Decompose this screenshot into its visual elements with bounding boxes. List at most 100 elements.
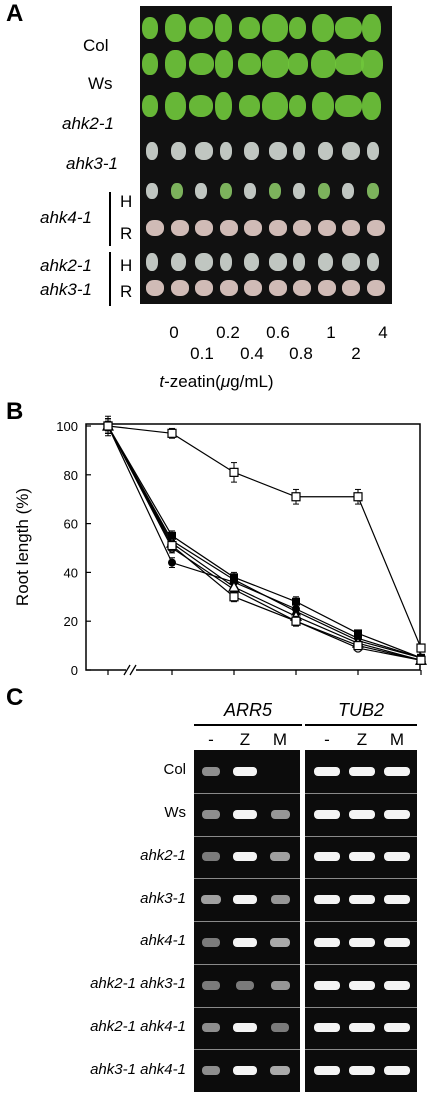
arr5-band — [270, 937, 290, 947]
lane-label: M — [389, 730, 405, 749]
arr5-band — [233, 1066, 257, 1076]
tub2-underline — [305, 724, 417, 726]
seedling — [293, 220, 311, 236]
gel-row-separator — [305, 835, 417, 837]
seedling — [142, 95, 158, 117]
row-label: ahk2-1 — [40, 256, 92, 275]
seedling — [219, 183, 232, 199]
data-point — [168, 558, 176, 567]
row-label: Ws — [88, 74, 113, 93]
concentration-label: 2 — [351, 344, 361, 363]
genotype-bracket — [109, 252, 111, 306]
y-tick-label: 60 — [64, 517, 78, 532]
arr5-band — [233, 937, 257, 947]
seedling — [238, 53, 261, 75]
y-axis-label: Root length (%) — [13, 488, 32, 606]
seedling — [268, 280, 287, 296]
seedling — [195, 220, 213, 236]
concentration-label: 1 — [326, 323, 336, 342]
seedling — [317, 280, 336, 296]
seedling — [317, 253, 333, 271]
seedling — [293, 253, 305, 271]
tub2-band — [349, 895, 375, 905]
seedling — [142, 17, 158, 39]
seedling — [215, 92, 233, 120]
row-label: ahk3-1 — [40, 280, 92, 299]
y-tick-label: 0 — [71, 663, 78, 678]
seedling — [311, 50, 336, 78]
data-point — [354, 629, 362, 638]
gel-row-separator — [305, 792, 417, 794]
tub2-band — [384, 895, 410, 905]
seedling — [195, 253, 213, 271]
tub2-band — [384, 852, 410, 862]
series-line — [107, 425, 422, 661]
lane-label: Z — [356, 730, 368, 749]
tub2-band — [314, 980, 340, 990]
seedling — [261, 50, 289, 78]
panel-b-letter: B — [6, 398, 24, 425]
seedling — [188, 53, 214, 75]
seedling — [317, 183, 330, 199]
y-tick-label: 100 — [56, 419, 78, 434]
seedling — [219, 280, 238, 296]
seedling — [170, 220, 189, 236]
seedling — [342, 142, 360, 160]
tub2-band — [384, 766, 410, 776]
gel-tub2 — [305, 750, 417, 1092]
seedling — [146, 280, 164, 296]
seedling — [342, 280, 360, 296]
seedling — [288, 95, 307, 117]
sub-label: R — [120, 282, 133, 301]
concentration-label: 0.8 — [289, 344, 313, 363]
arr5-band — [270, 980, 290, 990]
data-point — [229, 467, 239, 477]
axis-break-mark — [129, 664, 137, 676]
sub-label: H — [120, 256, 133, 275]
data-point — [353, 492, 363, 502]
gel-row-separator — [305, 1049, 417, 1051]
gel-row-separator — [194, 878, 300, 880]
concentration-label: 0.2 — [216, 323, 240, 342]
tub2-band — [314, 1023, 340, 1033]
row-label: ahk2-1 — [62, 114, 114, 133]
concentration-label: 4 — [378, 323, 388, 342]
concentration-label: 0 — [169, 323, 179, 342]
seedling — [195, 142, 213, 160]
seedling — [268, 142, 287, 160]
gel-row-separator — [194, 1006, 300, 1008]
data-point — [416, 643, 426, 653]
arr5-band — [202, 980, 220, 990]
seedling — [317, 142, 333, 160]
tub2-band — [349, 766, 375, 776]
seedling — [366, 253, 379, 271]
gel-arr5 — [194, 750, 300, 1092]
gel-row-separator — [305, 878, 417, 880]
gel-row-separator — [305, 1006, 417, 1008]
x-tick-label: 0.5 — [287, 683, 305, 685]
arr5-band — [270, 1066, 290, 1076]
arr5-band — [233, 852, 257, 862]
sub-label: H — [120, 192, 133, 211]
x-tick-label: 50 — [414, 683, 428, 685]
seedling — [170, 183, 183, 199]
series-line — [107, 425, 422, 661]
gel-row-separator — [305, 963, 417, 965]
arr5-underline — [194, 724, 302, 726]
row-label: ahk4-1 — [40, 208, 92, 227]
seedling — [288, 17, 307, 39]
seedling — [219, 253, 232, 271]
arr5-band — [202, 852, 220, 862]
tub2-band — [314, 937, 340, 947]
gel-row-label: Col — [163, 761, 186, 779]
arr5-band — [270, 852, 290, 862]
tub2-band — [384, 809, 410, 819]
seedling — [170, 280, 189, 296]
seedling — [262, 92, 288, 120]
seedling — [366, 183, 379, 199]
seedling — [293, 280, 311, 296]
root-length-chart: 0 20 40 60 80 100 0 0.005 0.05 0.5 5 50 Root length … — [13, 415, 428, 685]
seedling — [268, 253, 287, 271]
gel-row-separator — [194, 792, 300, 794]
tub2-band — [314, 809, 340, 819]
